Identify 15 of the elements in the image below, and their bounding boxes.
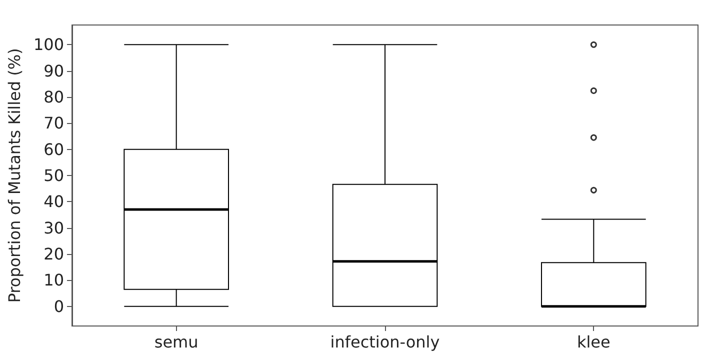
- y-tick-label: 50: [44, 166, 64, 185]
- y-tick-label: 80: [44, 87, 64, 106]
- y-tick-label: 30: [44, 218, 64, 238]
- x-tick-label: semu: [154, 332, 198, 352]
- y-tick-label: 20: [44, 244, 64, 264]
- y-tick-label: 70: [44, 114, 64, 133]
- y-axis-title: Proportion of Mutants Killed (%): [5, 48, 24, 303]
- y-tick-label: 90: [44, 61, 64, 80]
- x-tick-label: infection-only: [330, 332, 440, 352]
- y-tick-label: 60: [44, 140, 64, 159]
- y-tick-label: 0: [54, 296, 64, 316]
- y-tick-label: 40: [44, 192, 64, 212]
- y-tick-label: 10: [44, 270, 64, 290]
- x-tick-label: klee: [576, 332, 610, 352]
- y-tick-label: 100: [33, 35, 64, 54]
